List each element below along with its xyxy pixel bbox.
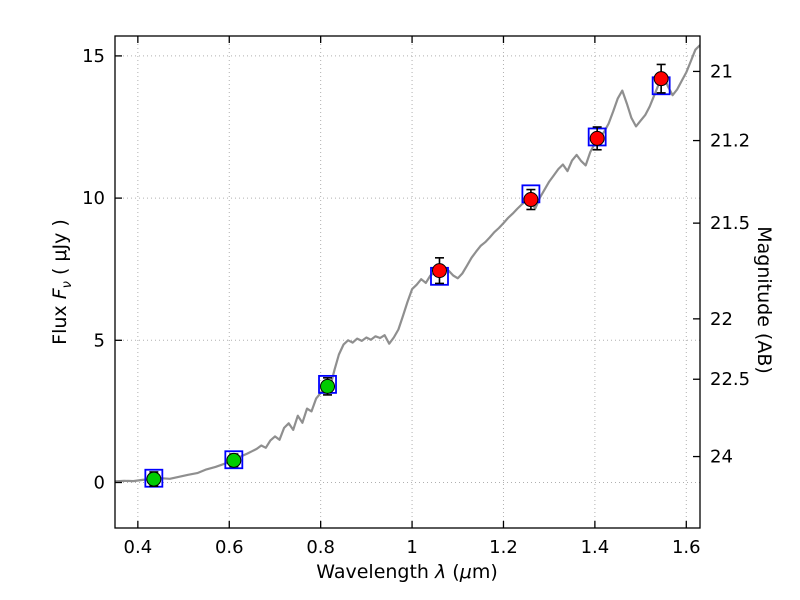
ylabel-flux-text: Flux <box>49 299 72 345</box>
xlabel-lambda-symbol: λ <box>435 561 447 583</box>
y-tick-label: 10 <box>82 188 105 209</box>
xlabel-mu-symbol: μ <box>459 561 472 583</box>
right-tick-label: 22 <box>710 309 733 330</box>
observed-photometry-circle <box>431 263 447 279</box>
xlabel-paren-open: ( <box>446 561 460 583</box>
observed-photometry-circle <box>523 192 539 208</box>
right-tick-label: 21 <box>710 61 733 82</box>
ylabel-unit-text: ( μJy ) <box>49 219 72 282</box>
ylabel-F-symbol: F <box>49 288 72 300</box>
y-tick-label: 15 <box>82 46 105 67</box>
plot-frame <box>114 35 701 529</box>
right-tick-label: 21.2 <box>710 131 750 152</box>
x-tick-label: 1.2 <box>489 537 518 558</box>
xlabel-paren-close: m) <box>471 561 498 583</box>
y-tick-label: 0 <box>94 472 105 493</box>
x-tick-label: 0.6 <box>215 537 244 558</box>
model-photometry-square <box>224 450 244 470</box>
x-tick-label: 1 <box>406 537 417 558</box>
observed-photometry-circle <box>146 471 162 487</box>
y-axis-title-left: Flux Fν ( μJy ) <box>49 219 75 345</box>
x-tick-label: 1.4 <box>581 537 610 558</box>
right-tick-label: 22.5 <box>710 369 750 390</box>
x-tick-label: 0.4 <box>124 537 153 558</box>
x-axis-title: Wavelength λ (μm) <box>316 561 497 583</box>
observed-photometry-circle <box>320 378 336 394</box>
observed-photometry-circle <box>589 130 605 146</box>
ylabel-right-text: Magnitude (AB) <box>753 226 775 374</box>
y-axis-title-right: Magnitude (AB) <box>753 226 775 374</box>
x-tick-label: 0.8 <box>306 537 335 558</box>
observed-photometry-circle <box>653 71 669 87</box>
observed-photometry-circle <box>226 452 242 468</box>
right-tick-label: 21.5 <box>710 213 750 234</box>
x-tick-label: 1.6 <box>672 537 701 558</box>
xlabel-word: Wavelength <box>316 561 436 583</box>
ylabel-nu-symbol: ν <box>59 281 75 289</box>
right-tick-label: 24 <box>710 447 733 468</box>
y-tick-label: 5 <box>94 330 105 351</box>
model-spectrum-line <box>115 44 700 483</box>
